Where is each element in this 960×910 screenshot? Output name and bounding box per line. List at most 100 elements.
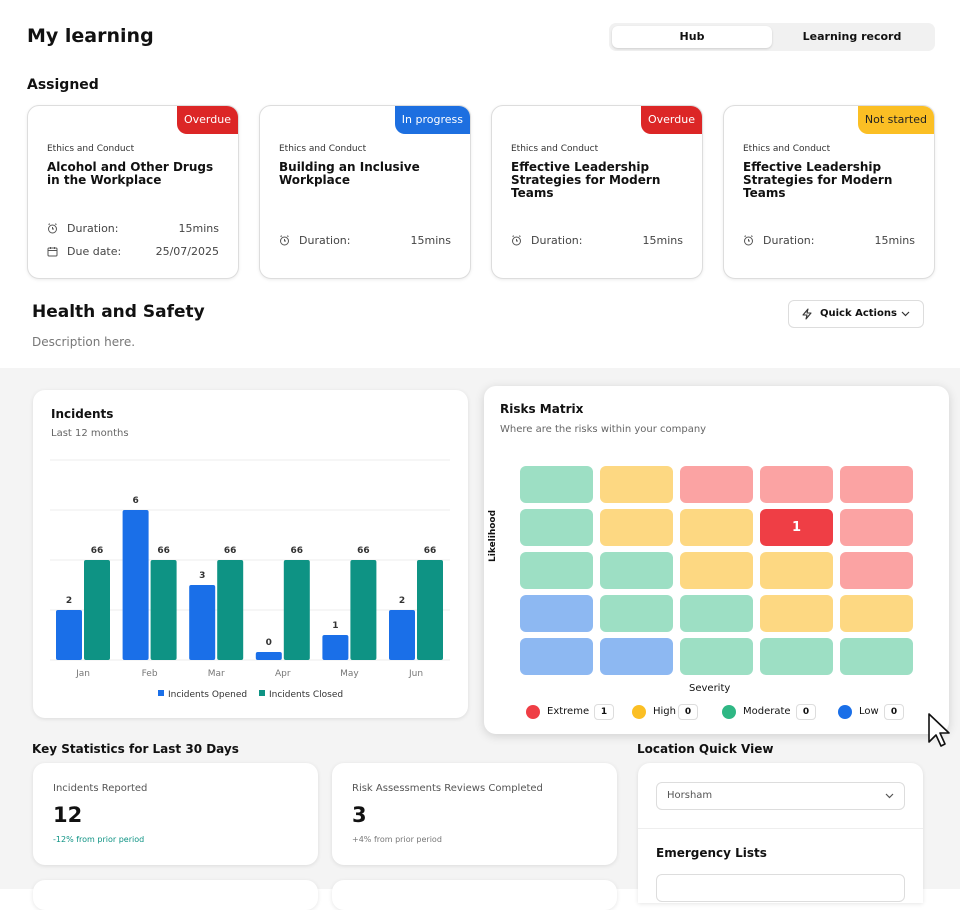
tab[interactable]: Hub: [612, 26, 772, 48]
stat-label: Incidents Reported: [53, 783, 148, 794]
matrix-cell: [680, 466, 753, 503]
clock-icon: [512, 235, 521, 246]
axis-label: Severity: [689, 683, 731, 694]
data-label: 3: [199, 571, 205, 581]
grid: [50, 459, 450, 661]
button-label: Quick Actions: [820, 308, 897, 319]
calendar-icon: [47, 247, 58, 257]
location-select[interactable]: Horsham: [656, 782, 905, 810]
matrix-cell: [520, 466, 593, 503]
select-value: Horsham: [667, 790, 713, 801]
label: Duration:: [763, 234, 815, 247]
legend-name: Moderate: [743, 706, 791, 717]
stat-change: -12% from prior period: [53, 835, 145, 844]
x-tick-label: May: [340, 669, 359, 679]
data-label: 6: [132, 496, 138, 506]
page-title: My learning: [27, 25, 154, 47]
bar: [150, 560, 177, 660]
icon: [901, 311, 910, 317]
chart-title: Incidents: [51, 407, 114, 421]
stat-value: 3: [352, 803, 367, 827]
label: Duration:: [531, 234, 583, 247]
matrix-cell: [520, 509, 593, 546]
legend-count: 0: [796, 704, 816, 720]
data-label: 66: [91, 546, 104, 556]
bar: [350, 560, 377, 660]
matrix-cell: [760, 595, 833, 632]
select[interactable]: [656, 874, 905, 902]
stat-card: [33, 880, 318, 910]
stat-card: Risk Assessments Reviews Completed 3 +4% f…: [332, 763, 617, 865]
data-label: 66: [224, 546, 237, 556]
legend-name: High: [653, 706, 676, 717]
matrix-cell: [680, 552, 753, 589]
matrix-cell: [520, 638, 593, 675]
legend-item: Moderate 0: [722, 704, 816, 720]
matrix-cell: [840, 638, 913, 675]
course-card[interactable]: Overdue Ethics and Conduct Alcohol and Oth…: [27, 105, 239, 279]
description: Description here.: [32, 335, 136, 349]
bar: [255, 652, 282, 660]
subsection-title: Emergency Lists: [656, 846, 767, 860]
x-tick-label: Apr: [275, 669, 291, 679]
stat-value: 12: [53, 803, 83, 827]
section-title: Location Quick View: [637, 742, 774, 756]
x-tick-label: Feb: [142, 669, 158, 679]
category: Ethics and Conduct: [511, 144, 599, 154]
data-label: 0: [266, 638, 272, 648]
course-title: Alcohol and Other Drugs in the Workplace: [47, 160, 214, 187]
course-card[interactable]: Overdue Ethics and Conduct Effective Leade…: [491, 105, 703, 279]
matrix-cell: [840, 466, 913, 503]
x-tick-label: Mar: [208, 669, 225, 679]
matrix-cell: [600, 595, 673, 632]
value: 15mins: [178, 222, 219, 235]
data-label: 66: [357, 546, 370, 556]
bar: [84, 560, 110, 660]
data-label: 66: [157, 546, 170, 556]
legend-count: 0: [678, 704, 698, 720]
divider: [638, 828, 923, 829]
legend-name: Extreme: [547, 706, 590, 717]
data-label: 2: [399, 596, 405, 606]
value: 15mins: [410, 234, 451, 247]
course-title: Effective Leadership Strategies for Mode…: [511, 160, 661, 200]
stat-card: Incidents Reported 12 -12% from prior peri…: [33, 763, 318, 865]
course-card[interactable]: In progress Ethics and Conduct Building an…: [259, 105, 471, 279]
page: {"header":{"title":"My learning","tabs":…: [0, 23, 960, 902]
location-panel: Horsham Emergency Lists: [638, 763, 923, 903]
matrix-cell: 1: [760, 509, 833, 546]
category: Ethics and Conduct: [279, 144, 367, 154]
legend-count: 1: [594, 704, 614, 720]
cursor: [928, 713, 950, 747]
course-title: Building an Inclusive Workplace: [279, 160, 420, 187]
tab[interactable]: Learning record: [802, 30, 902, 43]
stat-label: Risk Assessments Reviews Completed: [352, 783, 543, 794]
legend-swatch: [158, 690, 164, 696]
bar: [122, 510, 149, 660]
quick-actions[interactable]: Quick Actions: [788, 300, 924, 328]
stat-change: +4% from prior period: [352, 835, 442, 844]
axis-label: Likelihood: [488, 509, 498, 562]
matrix-cell: [840, 595, 913, 632]
section-title: Assigned: [27, 77, 99, 93]
panel-subtitle: Where are the risks within your company: [500, 424, 707, 435]
bar: [189, 585, 216, 660]
matrix-cell: [680, 509, 753, 546]
x-tick-label: Jun: [408, 669, 423, 679]
legend-item: Extreme 1: [526, 704, 614, 720]
matrix-cell: [600, 552, 673, 589]
bar: [389, 610, 415, 660]
matrix-cell: [520, 595, 593, 632]
stat-card: [332, 880, 617, 910]
matrix-cell: [840, 552, 913, 589]
icon: [802, 308, 812, 320]
matrix-cell: [600, 638, 673, 675]
bar: [56, 610, 82, 660]
matrix-cell: [760, 552, 833, 589]
label: Duration:: [299, 234, 351, 247]
status-badge: In progress: [394, 106, 470, 134]
status-badge: Not started: [857, 106, 934, 134]
clock-icon: [280, 235, 289, 246]
matrix-cell: [520, 552, 593, 589]
course-card[interactable]: Not started Ethics and Conduct Effective L…: [723, 105, 935, 279]
